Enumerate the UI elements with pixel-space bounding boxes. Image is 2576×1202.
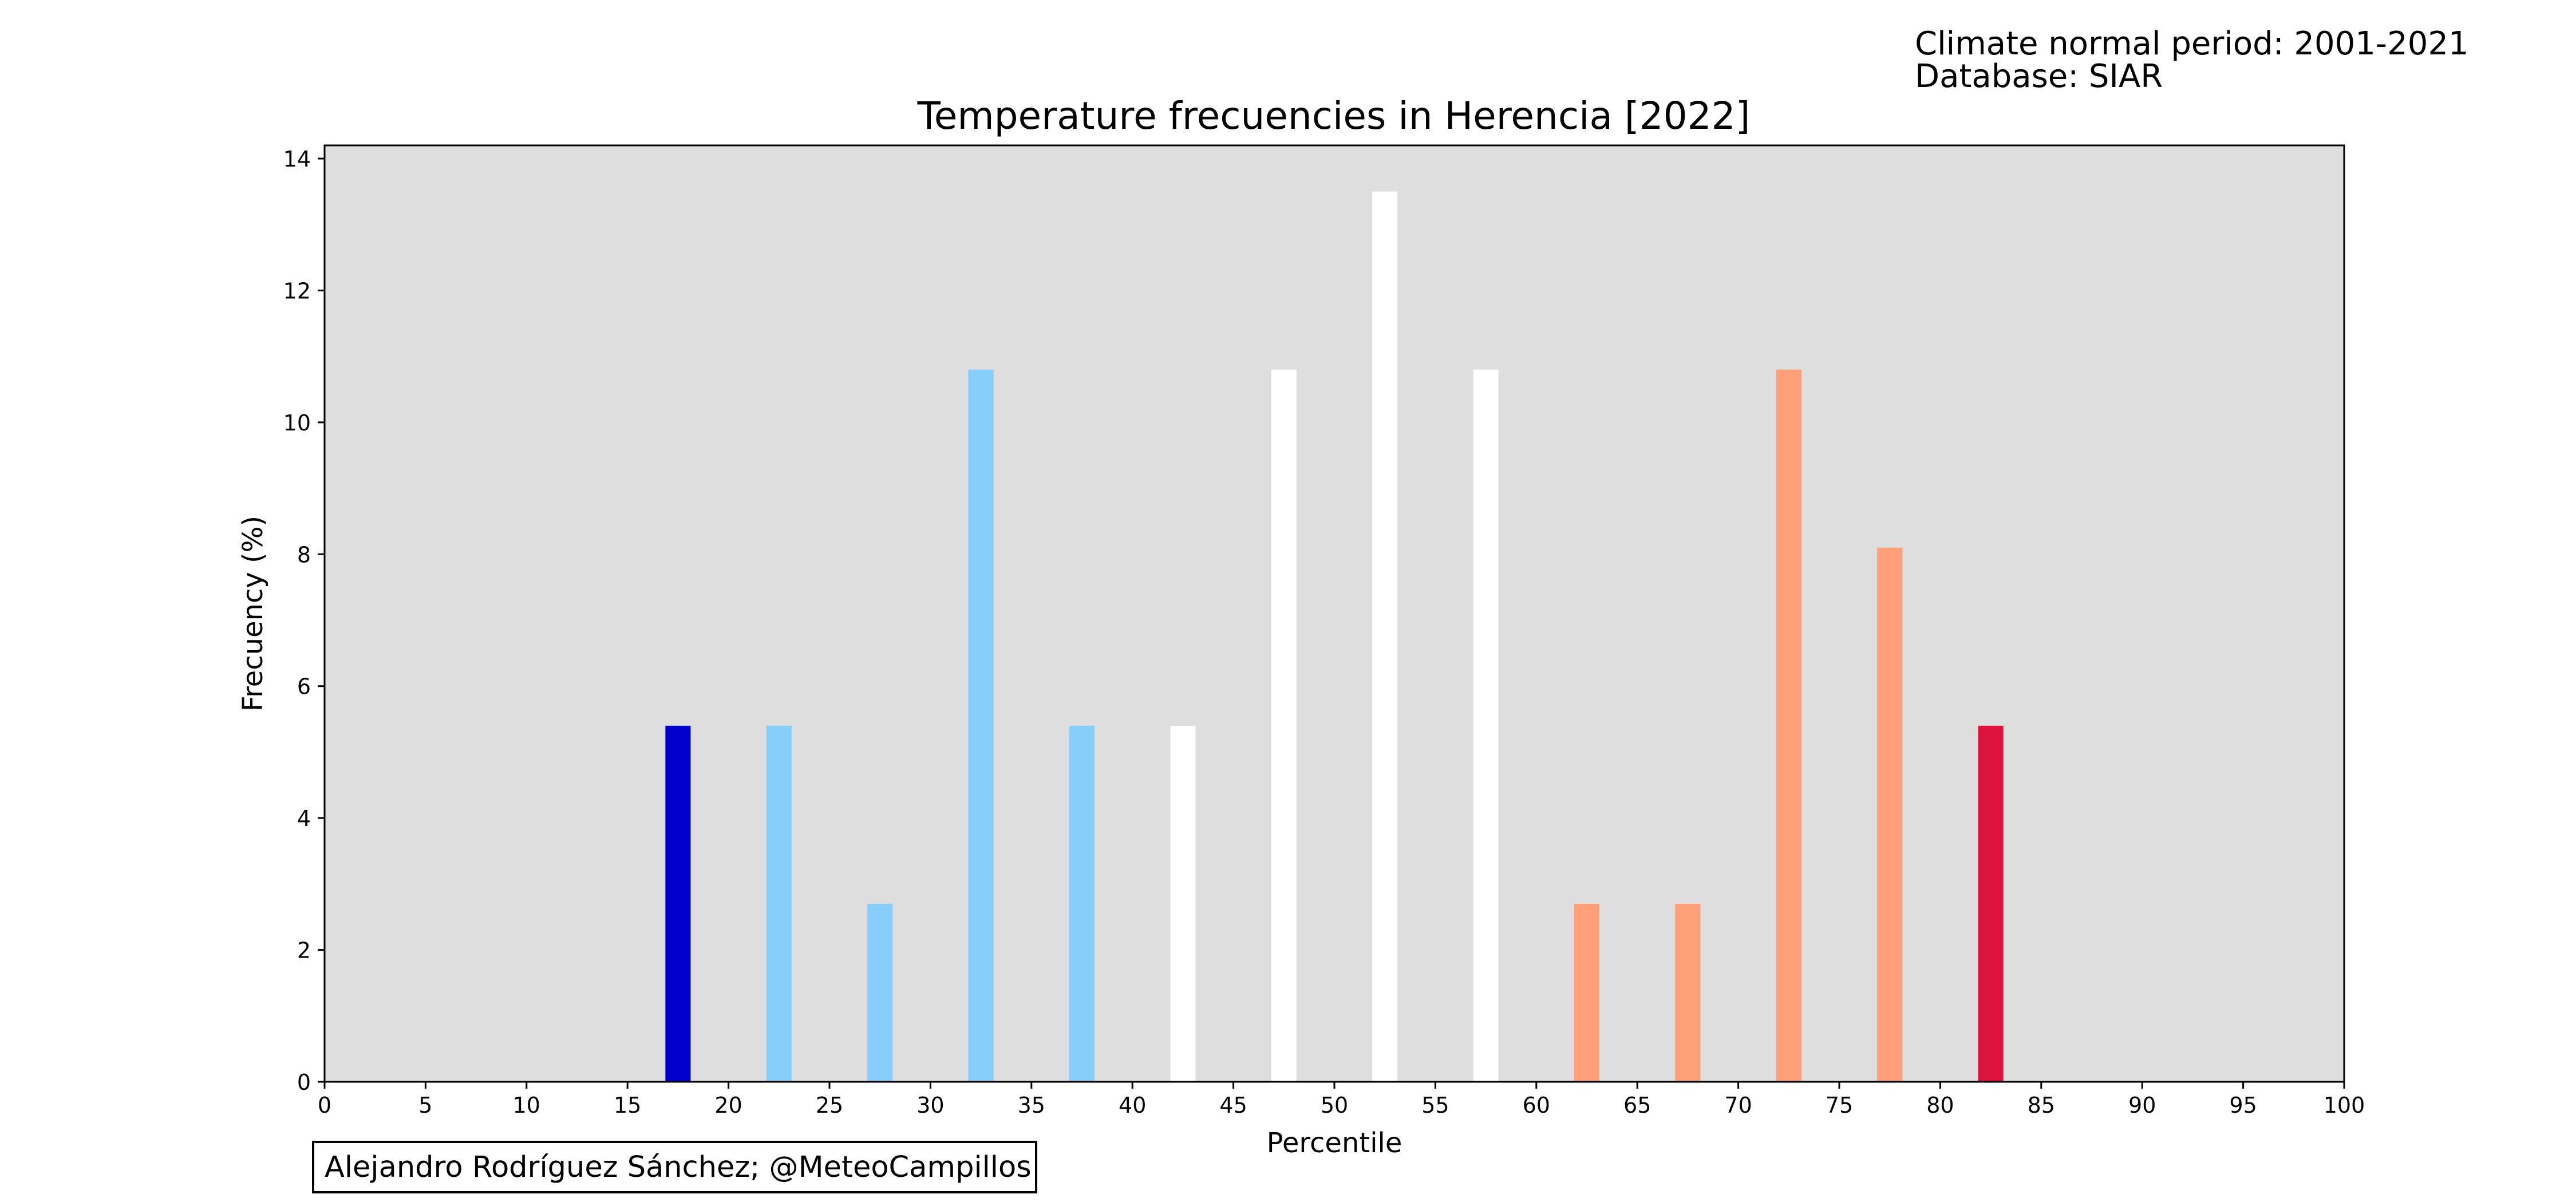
info-database: Database: SIAR: [1915, 58, 2163, 95]
bar-32.5: [968, 369, 994, 1082]
y-tick-label: 8: [297, 542, 311, 567]
bar-47.5: [1271, 369, 1297, 1082]
y-tick-label: 12: [283, 278, 311, 303]
y-tick-label: 4: [297, 806, 311, 831]
x-tick-label: 35: [1018, 1093, 1045, 1118]
bar-57.5: [1473, 369, 1499, 1082]
plot-area: [325, 145, 2344, 1082]
chart-title: Temperature frecuencies in Herencia [202…: [917, 94, 1751, 138]
x-tick-label: 10: [513, 1093, 540, 1118]
bar-82.5: [1978, 725, 2004, 1082]
bar-67.5: [1675, 903, 1701, 1082]
y-tick-label: 0: [297, 1070, 311, 1095]
x-tick-label: 80: [1926, 1093, 1954, 1118]
x-tick-label: 75: [1826, 1093, 1853, 1118]
x-tick-label: 20: [714, 1093, 742, 1118]
x-tick-label: 40: [1119, 1093, 1146, 1118]
x-tick-label: 95: [2229, 1093, 2257, 1118]
x-axis-label: Percentile: [1267, 1127, 1402, 1159]
x-tick-label: 15: [614, 1093, 641, 1118]
x-tick-label: 0: [318, 1093, 331, 1118]
y-tick-label: 6: [297, 674, 311, 699]
x-tick-label: 25: [816, 1093, 843, 1118]
bar-62.5: [1574, 903, 1600, 1082]
y-tick-label: 2: [297, 938, 311, 963]
x-tick-label: 50: [1321, 1093, 1348, 1118]
x-tick-label: 85: [2028, 1093, 2055, 1118]
x-axis-ticks: 0 5 10 15 20 25 30 35 40 45 50 55 60 65 70 75 80 85 90 95 10…: [318, 1082, 2365, 1118]
x-tick-label: 70: [1724, 1093, 1752, 1118]
y-axis-label: Frecuency (%): [237, 516, 269, 711]
credit-text: Alejandro Rodríguez Sánchez; @MeteoCampi…: [325, 1150, 1032, 1184]
bar-37.5: [1069, 725, 1095, 1082]
bar-27.5: [867, 903, 893, 1082]
x-tick-label: 45: [1219, 1093, 1247, 1118]
x-tick-label: 90: [2128, 1093, 2156, 1118]
x-tick-label: 65: [1623, 1093, 1651, 1118]
bar-42.5: [1170, 725, 1196, 1082]
bar-17.5: [665, 725, 691, 1082]
y-tick-label: 14: [283, 147, 311, 172]
x-tick-label: 5: [418, 1093, 432, 1118]
x-tick-label: 60: [1523, 1093, 1550, 1118]
bar-52.5: [1372, 191, 1398, 1082]
info-normal-period: Climate normal period: 2001-2021: [1915, 25, 2469, 62]
bar-72.5: [1776, 369, 1801, 1082]
x-tick-label: 30: [916, 1093, 944, 1118]
y-tick-label: 10: [283, 410, 311, 436]
bar-77.5: [1877, 547, 1903, 1082]
credit-box: [312, 1141, 1037, 1193]
bar-22.5: [766, 725, 792, 1082]
x-tick-label: 100: [2324, 1093, 2365, 1118]
x-tick-label: 55: [1421, 1093, 1449, 1118]
y-axis-ticks: 0 2 4 6 8 10 12 14: [283, 147, 325, 1095]
bars-group: [665, 191, 2004, 1082]
